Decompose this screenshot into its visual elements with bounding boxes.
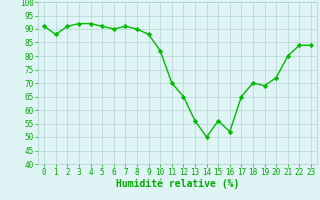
X-axis label: Humidité relative (%): Humidité relative (%) (116, 179, 239, 189)
